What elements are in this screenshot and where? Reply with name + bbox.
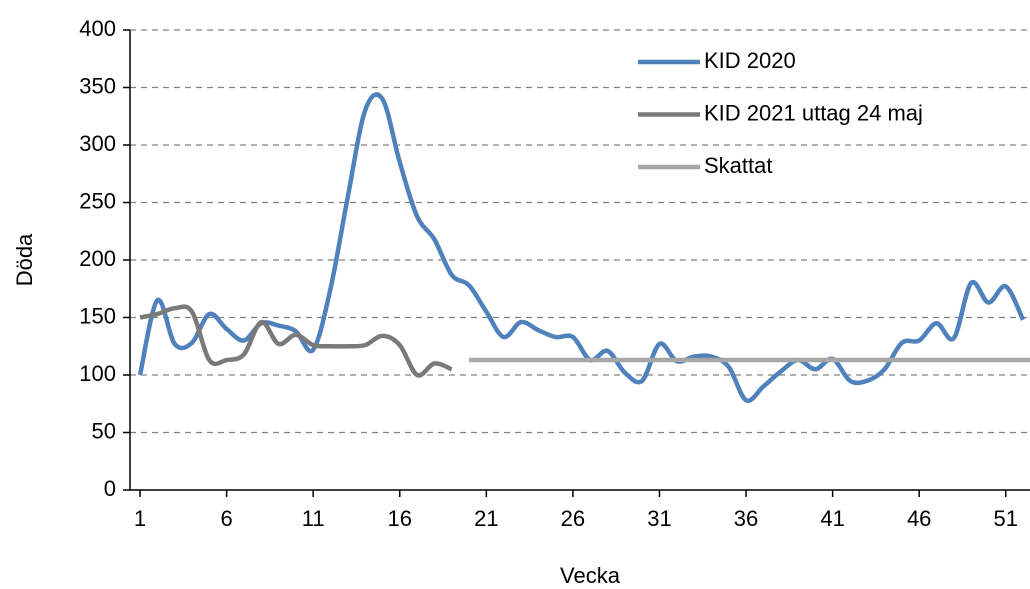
x-tick-label: 31 xyxy=(647,506,671,531)
x-tick-label: 1 xyxy=(134,506,146,531)
legend-label: Skattat xyxy=(704,153,772,178)
legend-label: KID 2021 uttag 24 maj xyxy=(704,100,923,125)
x-tick-label: 16 xyxy=(388,506,412,531)
x-tick-label: 21 xyxy=(474,506,498,531)
y-tick-label: 100 xyxy=(79,361,116,386)
y-tick-label: 150 xyxy=(79,303,116,328)
x-tick-label: 46 xyxy=(907,506,931,531)
y-tick-label: 0 xyxy=(104,476,116,501)
line xyxy=(137,92,1026,404)
y-axis-label: Döda xyxy=(12,233,37,286)
x-tick-label: 51 xyxy=(994,506,1018,531)
y-tick-label: 200 xyxy=(79,246,116,271)
x-axis-label: Vecka xyxy=(560,563,621,588)
legend-label: KID 2020 xyxy=(704,48,796,73)
x-tick-label: 36 xyxy=(734,506,758,531)
y-tick-label: 350 xyxy=(79,73,116,98)
x-tick-label: 6 xyxy=(220,506,232,531)
x-tick-label: 26 xyxy=(561,506,585,531)
x-tick-label: 41 xyxy=(820,506,844,531)
y-tick-label: 50 xyxy=(92,418,116,443)
y-tick-label: 250 xyxy=(79,188,116,213)
x-tick-label: 11 xyxy=(302,506,325,531)
y-tick-label: 300 xyxy=(79,131,116,156)
line xyxy=(139,304,453,378)
y-tick-label: 400 xyxy=(79,16,116,41)
